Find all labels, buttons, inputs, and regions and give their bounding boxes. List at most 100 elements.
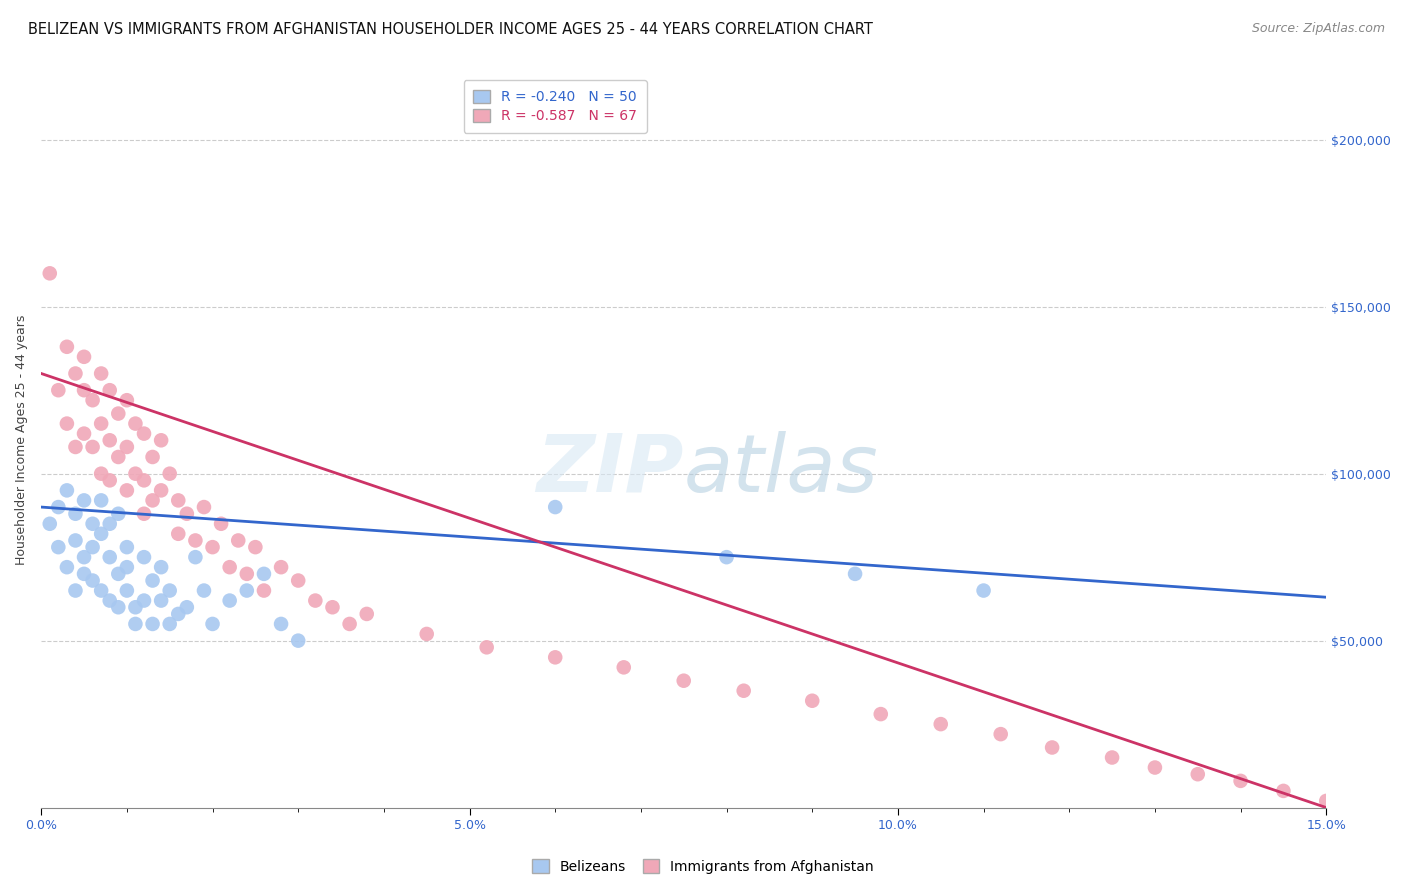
Point [159, 616, 181, 631]
Point [176, 507, 198, 521]
Point [167, 607, 190, 621]
Text: atlas: atlas [683, 431, 879, 508]
Point [107, 507, 129, 521]
Point [46, 383, 69, 397]
Point [159, 583, 181, 598]
Point [124, 467, 146, 481]
Point [124, 417, 146, 431]
Point [184, 550, 207, 565]
Point [98, 434, 121, 448]
Point [132, 474, 155, 488]
Point [142, 450, 165, 464]
Point [98, 593, 121, 607]
Point [73, 493, 96, 508]
Point [1229, 773, 1251, 788]
Point [990, 727, 1012, 741]
Point [73, 550, 96, 565]
Point [82, 440, 104, 454]
Point [82, 393, 104, 408]
Point [132, 550, 155, 565]
Point [65, 507, 87, 521]
Legend: Belizeans, Immigrants from Afghanistan: Belizeans, Immigrants from Afghanistan [524, 853, 882, 880]
Text: ZIP: ZIP [536, 431, 683, 508]
Point [115, 540, 138, 554]
Point [544, 500, 567, 514]
Point [193, 500, 215, 514]
Point [184, 533, 207, 548]
Point [132, 593, 155, 607]
Point [218, 560, 240, 574]
Point [733, 683, 755, 698]
Point [973, 583, 995, 598]
Point [544, 650, 567, 665]
Text: Source: ZipAtlas.com: Source: ZipAtlas.com [1251, 22, 1385, 36]
Point [142, 616, 165, 631]
Point [46, 500, 69, 514]
Point [115, 393, 138, 408]
Point [304, 593, 326, 607]
Point [415, 627, 437, 641]
Point [73, 566, 96, 581]
Point [65, 583, 87, 598]
Point [844, 566, 866, 581]
Point [38, 266, 60, 280]
Point [245, 540, 267, 554]
Point [98, 474, 121, 488]
Point [107, 600, 129, 615]
Point [672, 673, 695, 688]
Point [167, 526, 190, 541]
Point [65, 533, 87, 548]
Point [124, 616, 146, 631]
Point [253, 583, 276, 598]
Point [82, 540, 104, 554]
Point [107, 566, 129, 581]
Point [56, 417, 79, 431]
Point [475, 640, 498, 655]
Point [150, 483, 173, 498]
Point [287, 633, 309, 648]
Point [90, 467, 112, 481]
Point [209, 516, 232, 531]
Point [73, 383, 96, 397]
Point [201, 540, 224, 554]
Point [46, 540, 69, 554]
Y-axis label: Householder Income Ages 25 - 44 years: Householder Income Ages 25 - 44 years [15, 315, 28, 566]
Point [115, 483, 138, 498]
Point [65, 367, 87, 381]
Point [90, 493, 112, 508]
Point [56, 483, 79, 498]
Point [801, 694, 824, 708]
Point [1315, 794, 1337, 808]
Point [150, 560, 173, 574]
Point [82, 574, 104, 588]
Point [98, 550, 121, 565]
Point [107, 450, 129, 464]
Point [1187, 767, 1209, 781]
Point [270, 560, 292, 574]
Point [98, 383, 121, 397]
Point [90, 417, 112, 431]
Point [82, 516, 104, 531]
Point [613, 660, 636, 674]
Point [90, 526, 112, 541]
Point [56, 560, 79, 574]
Point [176, 600, 198, 615]
Point [115, 440, 138, 454]
Point [90, 367, 112, 381]
Point [929, 717, 952, 731]
Point [107, 407, 129, 421]
Point [356, 607, 378, 621]
Point [869, 707, 891, 722]
Point [226, 533, 249, 548]
Point [73, 350, 96, 364]
Legend: R = -0.240   N = 50, R = -0.587   N = 67: R = -0.240 N = 50, R = -0.587 N = 67 [464, 80, 647, 133]
Point [115, 583, 138, 598]
Point [38, 516, 60, 531]
Point [201, 616, 224, 631]
Point [218, 593, 240, 607]
Point [142, 493, 165, 508]
Point [124, 600, 146, 615]
Text: BELIZEAN VS IMMIGRANTS FROM AFGHANISTAN HOUSEHOLDER INCOME AGES 25 - 44 YEARS CO: BELIZEAN VS IMMIGRANTS FROM AFGHANISTAN … [28, 22, 873, 37]
Point [142, 574, 165, 588]
Point [132, 507, 155, 521]
